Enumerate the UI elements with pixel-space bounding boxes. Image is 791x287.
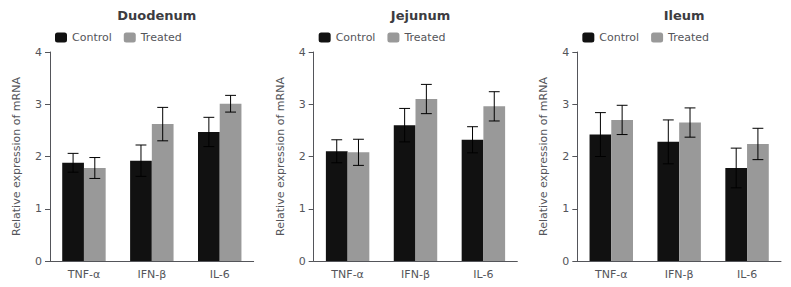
svg-text:Treated: Treated — [140, 31, 182, 44]
svg-text:0: 0 — [299, 255, 306, 268]
svg-text:Relative expression of mRNA: Relative expression of mRNA — [10, 77, 23, 236]
svg-text:1: 1 — [562, 202, 569, 215]
svg-text:2: 2 — [562, 150, 569, 163]
svg-text:Duodenum: Duodenum — [117, 8, 196, 23]
svg-text:2: 2 — [35, 150, 42, 163]
svg-text:Control: Control — [336, 31, 376, 44]
svg-text:3: 3 — [299, 98, 306, 111]
svg-text:Treated: Treated — [667, 31, 709, 44]
svg-text:Jejunum: Jejunum — [390, 8, 450, 23]
svg-text:Relative expression of mRNA: Relative expression of mRNA — [274, 77, 287, 236]
svg-text:1: 1 — [299, 202, 306, 215]
svg-text:TNF-α: TNF-α — [67, 268, 101, 281]
svg-text:2: 2 — [299, 150, 306, 163]
svg-text:Ileum: Ileum — [664, 8, 705, 23]
svg-text:TNF-α: TNF-α — [330, 268, 364, 281]
svg-text:3: 3 — [562, 98, 569, 111]
svg-text:IL-6: IL-6 — [473, 268, 493, 281]
svg-text:0: 0 — [35, 255, 42, 268]
svg-text:IFN-β: IFN-β — [665, 268, 694, 281]
svg-text:3: 3 — [35, 98, 42, 111]
svg-text:IL-6: IL-6 — [210, 268, 230, 281]
svg-text:IL-6: IL-6 — [737, 268, 757, 281]
svg-text:4: 4 — [35, 46, 42, 59]
svg-text:1: 1 — [35, 202, 42, 215]
svg-text:4: 4 — [299, 46, 306, 59]
svg-text:Treated: Treated — [403, 31, 445, 44]
svg-text:4: 4 — [562, 46, 569, 59]
svg-text:IFN-β: IFN-β — [401, 268, 430, 281]
svg-text:Relative expression of mRNA: Relative expression of mRNA — [537, 77, 550, 236]
svg-text:0: 0 — [562, 255, 569, 268]
svg-text:Control: Control — [599, 31, 639, 44]
svg-text:TNF-α: TNF-α — [594, 268, 628, 281]
svg-text:Control: Control — [72, 31, 112, 44]
svg-text:IFN-β: IFN-β — [137, 268, 166, 281]
